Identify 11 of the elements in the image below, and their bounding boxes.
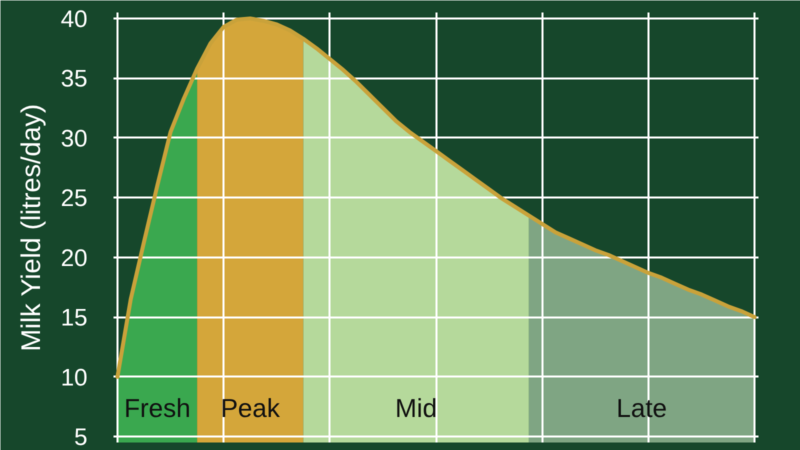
y-tick-label: 25 <box>60 185 88 212</box>
y-tick-label: 5 <box>74 424 88 450</box>
y-tick-label: 10 <box>60 364 88 392</box>
y-tick-label: 40 <box>60 6 88 33</box>
y-tick-label: 20 <box>60 244 88 272</box>
series-label: Fresh <box>124 393 191 424</box>
y-axis-title: Milk Yield (litres/day) <box>16 104 46 352</box>
series-label: Mid <box>395 393 438 424</box>
y-tick-label: 35 <box>60 66 88 93</box>
y-tick-label: 15 <box>60 304 88 332</box>
y-tick-label: 30 <box>60 125 88 152</box>
